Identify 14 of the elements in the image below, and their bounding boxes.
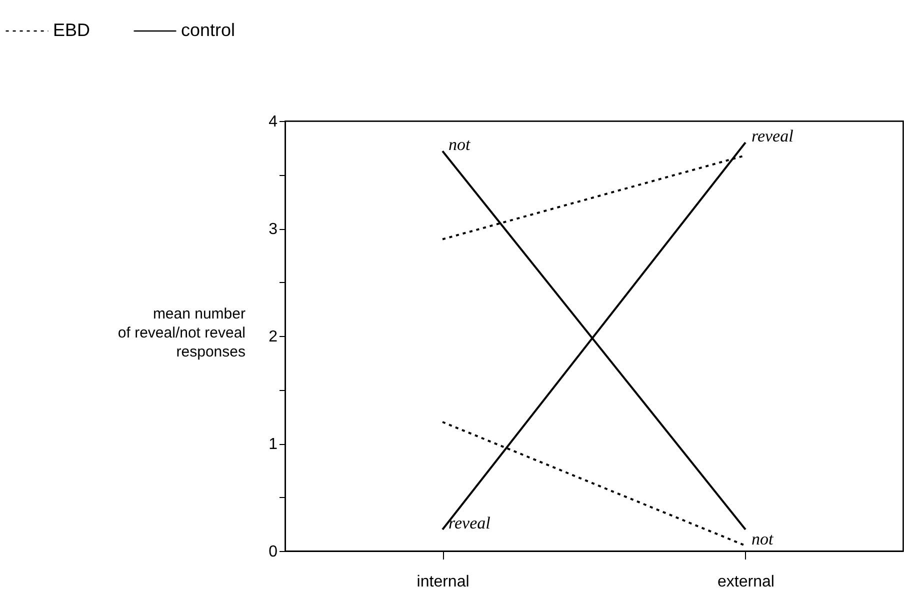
y-tick-label: 3 [268,221,278,238]
x-tick-label: internal [416,574,470,590]
x-tick-label: external [718,574,774,590]
y-tick-label: 2 [268,328,278,346]
y-axis-title: mean number of reveal/not reveal responses [118,306,246,360]
annotation: not [448,135,472,154]
annotation: not [751,530,774,549]
annotation: reveal [448,514,491,532]
y-tick-label: 0 [268,544,278,560]
legend-label: control [181,20,236,40]
annotation: reveal [751,126,794,146]
legend-label: EBD [53,20,90,40]
y-tick-label: 1 [268,436,278,453]
y-tick-label: 4 [268,114,278,130]
